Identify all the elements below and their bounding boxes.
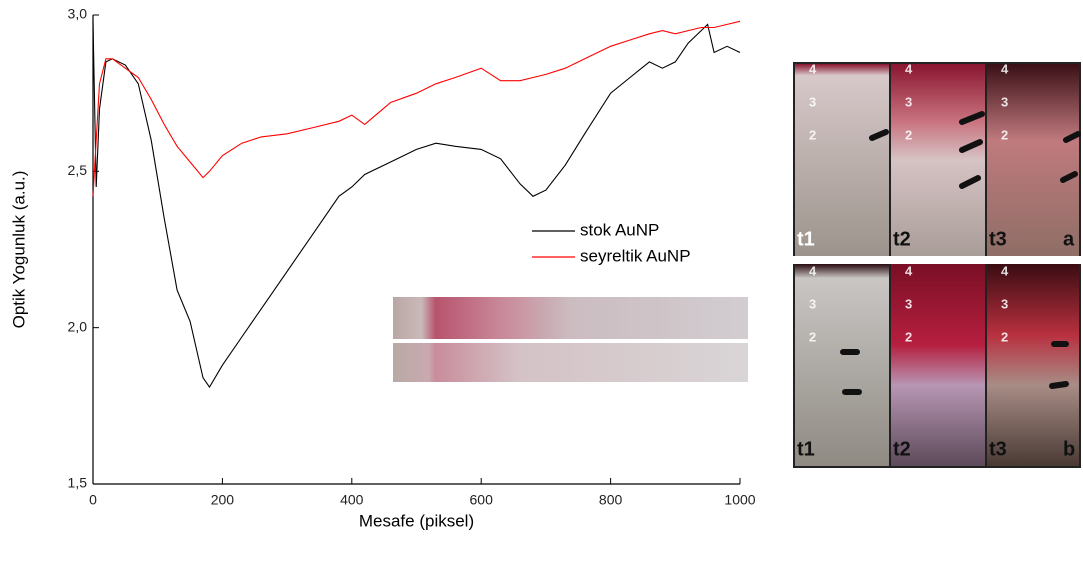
tube-scale: 3: [905, 296, 912, 311]
tube-scale: 2: [905, 127, 912, 142]
x-tick-label: 800: [599, 492, 623, 508]
tube-scale: 4: [905, 263, 913, 278]
y-tick-label: 3,0: [68, 6, 88, 22]
tube-scale: 4: [809, 263, 817, 278]
tube-label: t2: [893, 228, 911, 250]
x-axis-label: Mesafe (piksel): [359, 511, 474, 530]
strip-top: [393, 297, 748, 339]
tube-scale: 3: [905, 94, 912, 109]
tube-scale: 3: [1001, 296, 1008, 311]
strip-separator: [393, 339, 748, 343]
tube-scale: 2: [809, 127, 816, 142]
tube-label: t1: [797, 438, 815, 460]
plot: 1,5 2,0 2,5 3,0 0 200 400 600 800 1000 Mesafe (pik…: [9, 6, 755, 531]
tube-label: t3: [989, 228, 1007, 250]
tube-scale: 4: [809, 61, 817, 76]
tube-scale: 3: [809, 296, 816, 311]
tube: [987, 64, 1079, 256]
legend-label: stok AuNP: [580, 220, 659, 239]
tube: [795, 64, 889, 256]
y-tick-label: 2,0: [68, 318, 88, 334]
tube: [891, 64, 985, 256]
tube-scale: 3: [809, 94, 816, 109]
x-tick-label: 0: [89, 492, 97, 508]
tube: [987, 264, 1079, 466]
tube-scale: 2: [1001, 329, 1008, 344]
tube-photo: t1 4 3 2 t2 4 3 2 t3 4 3 2 a t1 4 3 2 t2 4 3 2 t3 4 3 2 b: [793, 61, 1081, 468]
tube: [891, 264, 985, 466]
y-axis-label: Optik Yogunluk (a.u.): [9, 171, 28, 329]
x-tick-label: 400: [340, 492, 364, 508]
strip-bottom: [393, 343, 748, 382]
series-line: [92, 21, 741, 389]
tube-label: t2: [893, 438, 911, 460]
y-tick-label: 1,5: [68, 475, 88, 491]
tube-scale: 3: [1001, 94, 1008, 109]
photo-separator: [793, 256, 1081, 264]
x-tick-label: 1000: [724, 492, 755, 508]
x-tick-label: 600: [470, 492, 494, 508]
strip-photo: [393, 297, 748, 382]
legend-label: seyreltik AuNP: [580, 246, 691, 265]
tube-scale: 4: [1001, 263, 1009, 278]
y-tick-label: 2,5: [68, 162, 88, 178]
series-line: [92, 20, 741, 197]
tube-label: t3: [989, 438, 1007, 460]
tube: [795, 264, 889, 466]
panel-label: a: [1063, 228, 1075, 250]
tube-scale: 2: [905, 329, 912, 344]
x-tick-label: 200: [211, 492, 235, 508]
panel-label: b: [1063, 438, 1075, 460]
tube-scale: 2: [809, 329, 816, 344]
tube-scale: 2: [1001, 127, 1008, 142]
tube-marks: [840, 111, 1081, 395]
tube-label: t1: [797, 228, 815, 250]
tube-scale: 4: [905, 61, 913, 76]
tube-scale: 4: [1001, 61, 1009, 76]
